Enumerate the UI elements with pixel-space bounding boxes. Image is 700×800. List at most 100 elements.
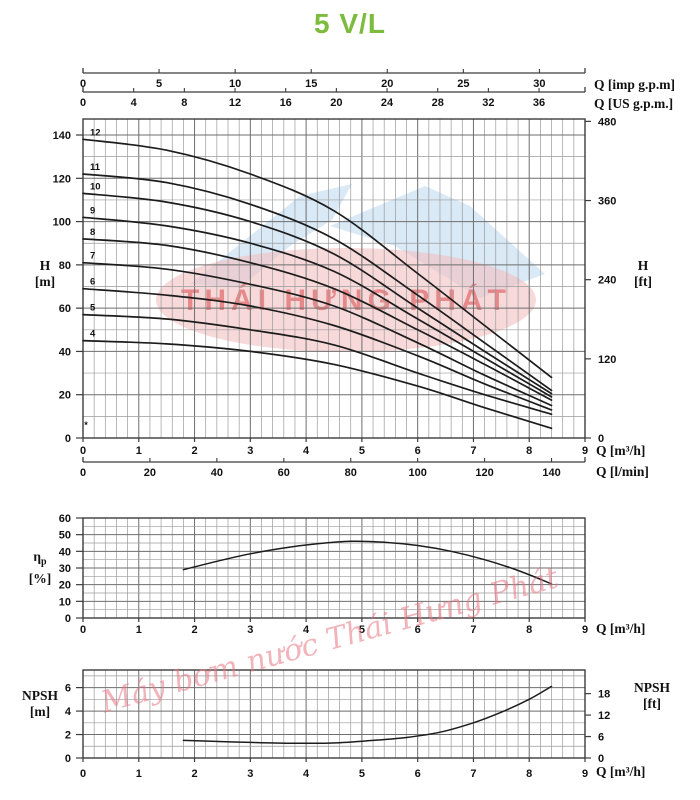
svg-text:2: 2 xyxy=(191,445,197,457)
svg-text:3: 3 xyxy=(247,768,253,780)
svg-text:10: 10 xyxy=(90,181,101,192)
svg-text:5: 5 xyxy=(359,624,365,636)
svg-text:8: 8 xyxy=(181,97,187,109)
svg-text:2: 2 xyxy=(191,624,197,636)
svg-text:0: 0 xyxy=(65,753,71,765)
svg-text:100: 100 xyxy=(408,467,426,479)
svg-text:7: 7 xyxy=(470,624,476,636)
svg-text:20: 20 xyxy=(144,467,156,479)
svg-text:0: 0 xyxy=(80,445,86,457)
svg-text:15: 15 xyxy=(305,78,317,90)
svg-text:140: 140 xyxy=(542,467,560,479)
svg-text:12: 12 xyxy=(229,97,241,109)
svg-text:7: 7 xyxy=(90,251,95,262)
svg-text:0: 0 xyxy=(598,753,604,765)
page-title: 5 V/L xyxy=(314,8,386,39)
svg-text:9: 9 xyxy=(582,445,588,457)
axis-label-q-m3h-eff: Q [m³/h] xyxy=(596,621,646,636)
svg-text:0: 0 xyxy=(80,768,86,780)
svg-text:8: 8 xyxy=(526,445,532,457)
svg-text:5: 5 xyxy=(359,768,365,780)
svg-text:5: 5 xyxy=(359,445,365,457)
npsh-ft-symbol: NPSH xyxy=(633,680,670,695)
svg-text:11: 11 xyxy=(90,162,101,173)
axis-label-efficiency: ηp [%] xyxy=(20,549,60,587)
axis-label-npsh-ft: NPSH [ft] xyxy=(626,680,678,712)
svg-text:40: 40 xyxy=(211,467,223,479)
axis-label-q-m3h-main: Q [m³/h] xyxy=(596,443,646,458)
svg-text:50: 50 xyxy=(59,530,71,542)
axis-label-head-m: H [m] xyxy=(28,258,62,290)
svg-text:9: 9 xyxy=(582,624,588,636)
svg-text:0: 0 xyxy=(65,433,71,445)
svg-text:0: 0 xyxy=(65,613,71,625)
npsh-ft-unit: [ft] xyxy=(643,696,661,711)
svg-text:28: 28 xyxy=(432,97,444,109)
svg-text:12: 12 xyxy=(90,127,101,138)
svg-text:10: 10 xyxy=(229,78,241,90)
svg-text:1: 1 xyxy=(136,624,142,636)
svg-text:20: 20 xyxy=(59,390,71,402)
svg-text:5: 5 xyxy=(156,78,162,90)
svg-text:9: 9 xyxy=(582,768,588,780)
svg-text:4: 4 xyxy=(303,445,310,457)
svg-text:3: 3 xyxy=(247,445,253,457)
svg-text:40: 40 xyxy=(59,346,71,358)
svg-text:1: 1 xyxy=(136,768,142,780)
svg-text:480: 480 xyxy=(598,116,616,128)
head-ft-symbol: H xyxy=(637,258,649,273)
svg-text:4: 4 xyxy=(65,706,72,718)
svg-text:120: 120 xyxy=(475,467,493,479)
svg-text:8: 8 xyxy=(526,768,532,780)
svg-text:4: 4 xyxy=(303,624,310,636)
svg-text:8: 8 xyxy=(526,624,532,636)
svg-text:2: 2 xyxy=(65,730,71,742)
svg-text:6: 6 xyxy=(65,683,71,695)
svg-text:6: 6 xyxy=(415,624,421,636)
svg-text:7: 7 xyxy=(470,768,476,780)
svg-text:6: 6 xyxy=(415,768,421,780)
svg-text:0: 0 xyxy=(80,97,86,109)
svg-text:16: 16 xyxy=(280,97,292,109)
svg-text:360: 360 xyxy=(598,196,616,208)
eta-subscript: p xyxy=(41,556,47,568)
axis-label-us-gpm: Q [US g.p.m.] xyxy=(594,96,674,111)
svg-text:120: 120 xyxy=(598,354,616,366)
svg-text:5: 5 xyxy=(90,303,96,314)
axis-label-q-m3h-npsh: Q [m³/h] xyxy=(596,764,646,779)
svg-text:36: 36 xyxy=(533,97,545,109)
svg-text:1: 1 xyxy=(136,445,142,457)
svg-text:4: 4 xyxy=(303,768,310,780)
svg-text:12: 12 xyxy=(598,710,610,722)
svg-text:3: 3 xyxy=(247,624,253,636)
svg-text:32: 32 xyxy=(482,97,494,109)
svg-text:100: 100 xyxy=(53,217,71,229)
svg-text:9: 9 xyxy=(90,205,95,216)
svg-text:20: 20 xyxy=(330,97,342,109)
axis-label-head-ft: H [ft] xyxy=(626,258,660,290)
svg-text:20: 20 xyxy=(381,78,393,90)
svg-text:*: * xyxy=(84,420,88,430)
svg-text:7: 7 xyxy=(470,445,476,457)
svg-text:6: 6 xyxy=(90,277,95,288)
axis-label-npsh-m: NPSH [m] xyxy=(14,688,66,720)
svg-text:4: 4 xyxy=(131,97,138,109)
svg-text:24: 24 xyxy=(381,97,394,109)
svg-text:30: 30 xyxy=(59,563,71,575)
svg-text:0: 0 xyxy=(80,467,86,479)
svg-text:60: 60 xyxy=(59,513,71,525)
svg-text:80: 80 xyxy=(59,260,71,272)
npsh-m-symbol: NPSH xyxy=(21,688,58,703)
axis-label-imp-gpm: Q [imp g.p.m] xyxy=(594,77,675,92)
eta-symbol: η xyxy=(33,549,42,564)
svg-text:60: 60 xyxy=(278,467,290,479)
npsh-m-unit: [m] xyxy=(29,704,51,719)
head-ft-unit: [ft] xyxy=(634,274,652,289)
svg-text:20: 20 xyxy=(59,580,71,592)
head-m-unit: [m] xyxy=(34,274,56,289)
head-m-symbol: H xyxy=(39,258,51,273)
svg-text:80: 80 xyxy=(345,467,357,479)
svg-text:10: 10 xyxy=(59,596,71,608)
svg-text:0: 0 xyxy=(80,78,86,90)
